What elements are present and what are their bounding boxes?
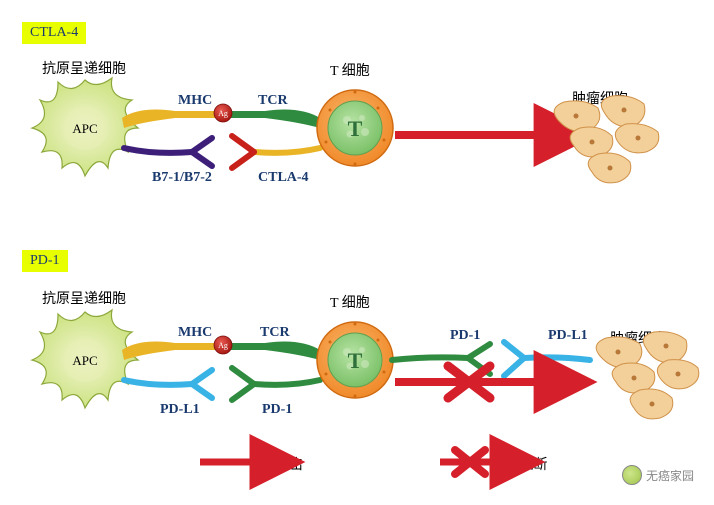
svg-text:T: T: [348, 116, 363, 141]
ctla4-tcell: T: [317, 90, 393, 166]
pd1-pd1-right: [392, 344, 490, 374]
svg-text:Ag: Ag: [218, 109, 228, 118]
ctla4-apc: APC: [32, 78, 138, 176]
pd1-tcr: [224, 342, 320, 360]
pd1-tcell: T: [317, 322, 393, 398]
pd1-pdl1-left: [124, 370, 212, 398]
pd1-tumors: [596, 332, 699, 419]
svg-text:Ag: Ag: [218, 341, 228, 350]
ctla4-mhc: [122, 110, 222, 128]
svg-text:APC: APC: [72, 121, 97, 136]
diagram-container: CTLA-4 PD-1 抗原呈递细胞 T 细胞 肿瘤细胞 MHC TCR B7-…: [0, 0, 714, 505]
svg-text:APC: APC: [72, 353, 97, 368]
pd1-pdl1-right: [504, 342, 590, 376]
pd1-mhc: [122, 342, 222, 360]
pd1-pd1-left: [232, 368, 320, 400]
pd1-block-arrow: [395, 366, 540, 398]
ctla4-b7: [124, 138, 212, 166]
ctla4-tcr: [224, 110, 320, 128]
diagram-svg: APC Ag T: [0, 0, 714, 505]
pd1-apc: APC: [32, 310, 138, 408]
ctla4-ctla4-arm: [232, 136, 320, 168]
legend-block: [440, 450, 495, 474]
svg-text:T: T: [348, 348, 363, 373]
ctla4-tumors: [554, 96, 659, 183]
